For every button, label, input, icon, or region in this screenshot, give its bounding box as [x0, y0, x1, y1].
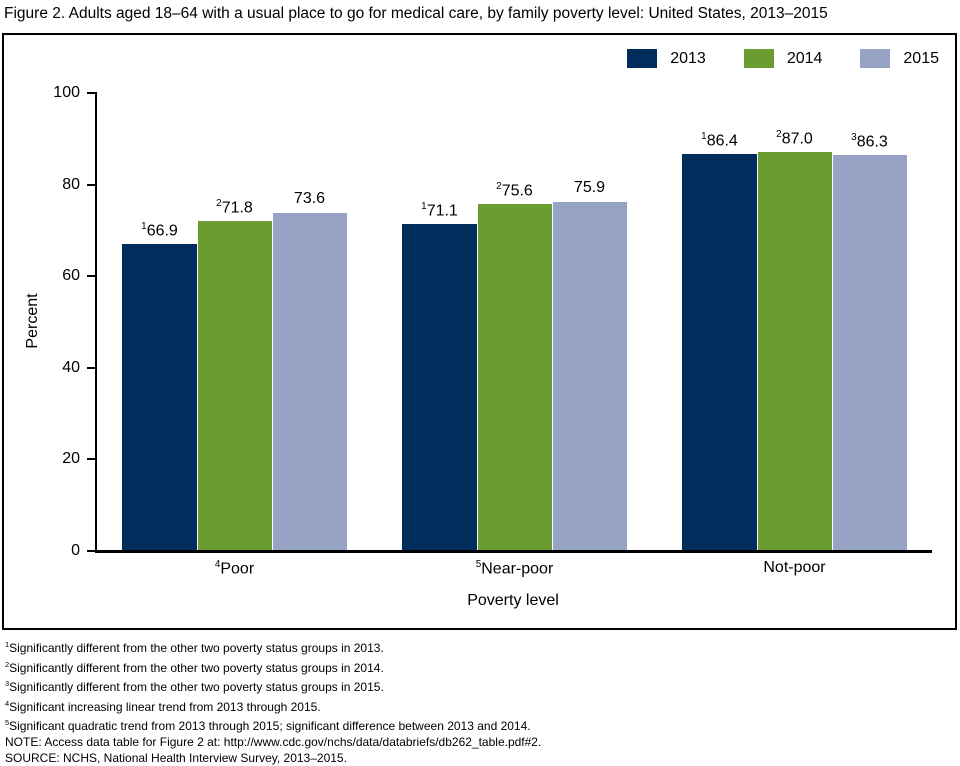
y-axis-line [95, 92, 97, 552]
legend-swatch-2014 [743, 49, 774, 68]
bar-2013-Near-poor [402, 224, 477, 550]
legend-label-2015: 2015 [903, 49, 939, 67]
footnote-3: 3Significantly different from the other … [5, 679, 384, 695]
bar-2013-Poor [122, 243, 197, 550]
footnote-1: 1Significantly different from the other … [5, 640, 384, 655]
y-tick-0 [87, 550, 96, 552]
figure-title: Figure 2. Adults aged 18–64 with a usual… [4, 5, 828, 22]
bar-2015-Poor [272, 212, 347, 550]
legend-item-2014: 2014 [743, 49, 823, 68]
legend-item-2015: 2015 [860, 49, 939, 68]
y-tick-60 [87, 275, 96, 278]
legend-label-2013: 2013 [670, 49, 706, 67]
y-tick-label-0: 0 [71, 542, 80, 559]
legend-item-2013: 2013 [627, 49, 706, 68]
category-label-Not-poor: Not-poor [763, 559, 826, 576]
bar-value-label-2014-Near-poor: 275.6 [496, 180, 533, 200]
legend-swatch-2015 [860, 49, 891, 68]
legend: 2013 2014 2015 [627, 49, 939, 68]
bar-value-label-2014-Poor: 271.8 [216, 198, 253, 217]
footnote-4: 4Significant increasing linear trend fro… [5, 698, 321, 714]
legend-swatch-2013 [627, 49, 658, 68]
footnotes: 1Significantly different from the other … [5, 637, 955, 766]
y-tick-100 [87, 92, 96, 94]
bar-value-label-2013-Poor: 166.9 [141, 220, 178, 239]
y-tick-label-40: 40 [62, 358, 80, 376]
y-tick-label-20: 20 [62, 450, 80, 468]
bar-value-label-2014-Not-poor: 287.0 [776, 128, 813, 147]
y-tick-label-100: 100 [53, 84, 80, 101]
y-tick-80 [87, 183, 96, 186]
bar-2015-Near-poor [552, 202, 627, 550]
footnote-6: NOTE: Access data table for Figure 2 at:… [5, 734, 542, 749]
bar-2013-Not-poor [682, 154, 757, 550]
category-label-Near-poor: 5Near-poor [475, 559, 554, 578]
bar-value-label-2013-Not-poor: 186.4 [701, 131, 738, 150]
bar-2014-Not-poor [757, 151, 832, 550]
category-label-Poor: 4Poor [214, 559, 255, 578]
bar-value-label-2015-Near-poor: 75.9 [573, 179, 606, 197]
x-axis-title: Poverty level [467, 592, 559, 609]
bar-value-label-2015-Not-poor: 386.3 [851, 131, 888, 151]
y-tick-40 [87, 366, 96, 369]
chart-panel: 2013 2014 2015 Percent 0 20 40 60 80 100 166.9 2… [2, 33, 957, 630]
legend-label-2014: 2014 [786, 49, 823, 67]
footnote-5: 5Significant quadratic trend from 2013 t… [5, 718, 531, 734]
x-axis-line [95, 550, 932, 553]
y-tick-20 [87, 458, 96, 461]
bar-2015-Not-poor [832, 154, 907, 550]
bar-2014-Near-poor [477, 203, 552, 550]
footnote-2: 2Significantly different from the other … [5, 659, 384, 675]
bar-value-label-2013-Near-poor: 171.1 [421, 201, 458, 220]
y-tick-label-80: 80 [62, 175, 80, 193]
y-tick-label-60: 60 [62, 267, 80, 285]
bar-value-label-2015-Poor: 73.6 [293, 189, 326, 207]
bar-2014-Poor [197, 221, 272, 550]
